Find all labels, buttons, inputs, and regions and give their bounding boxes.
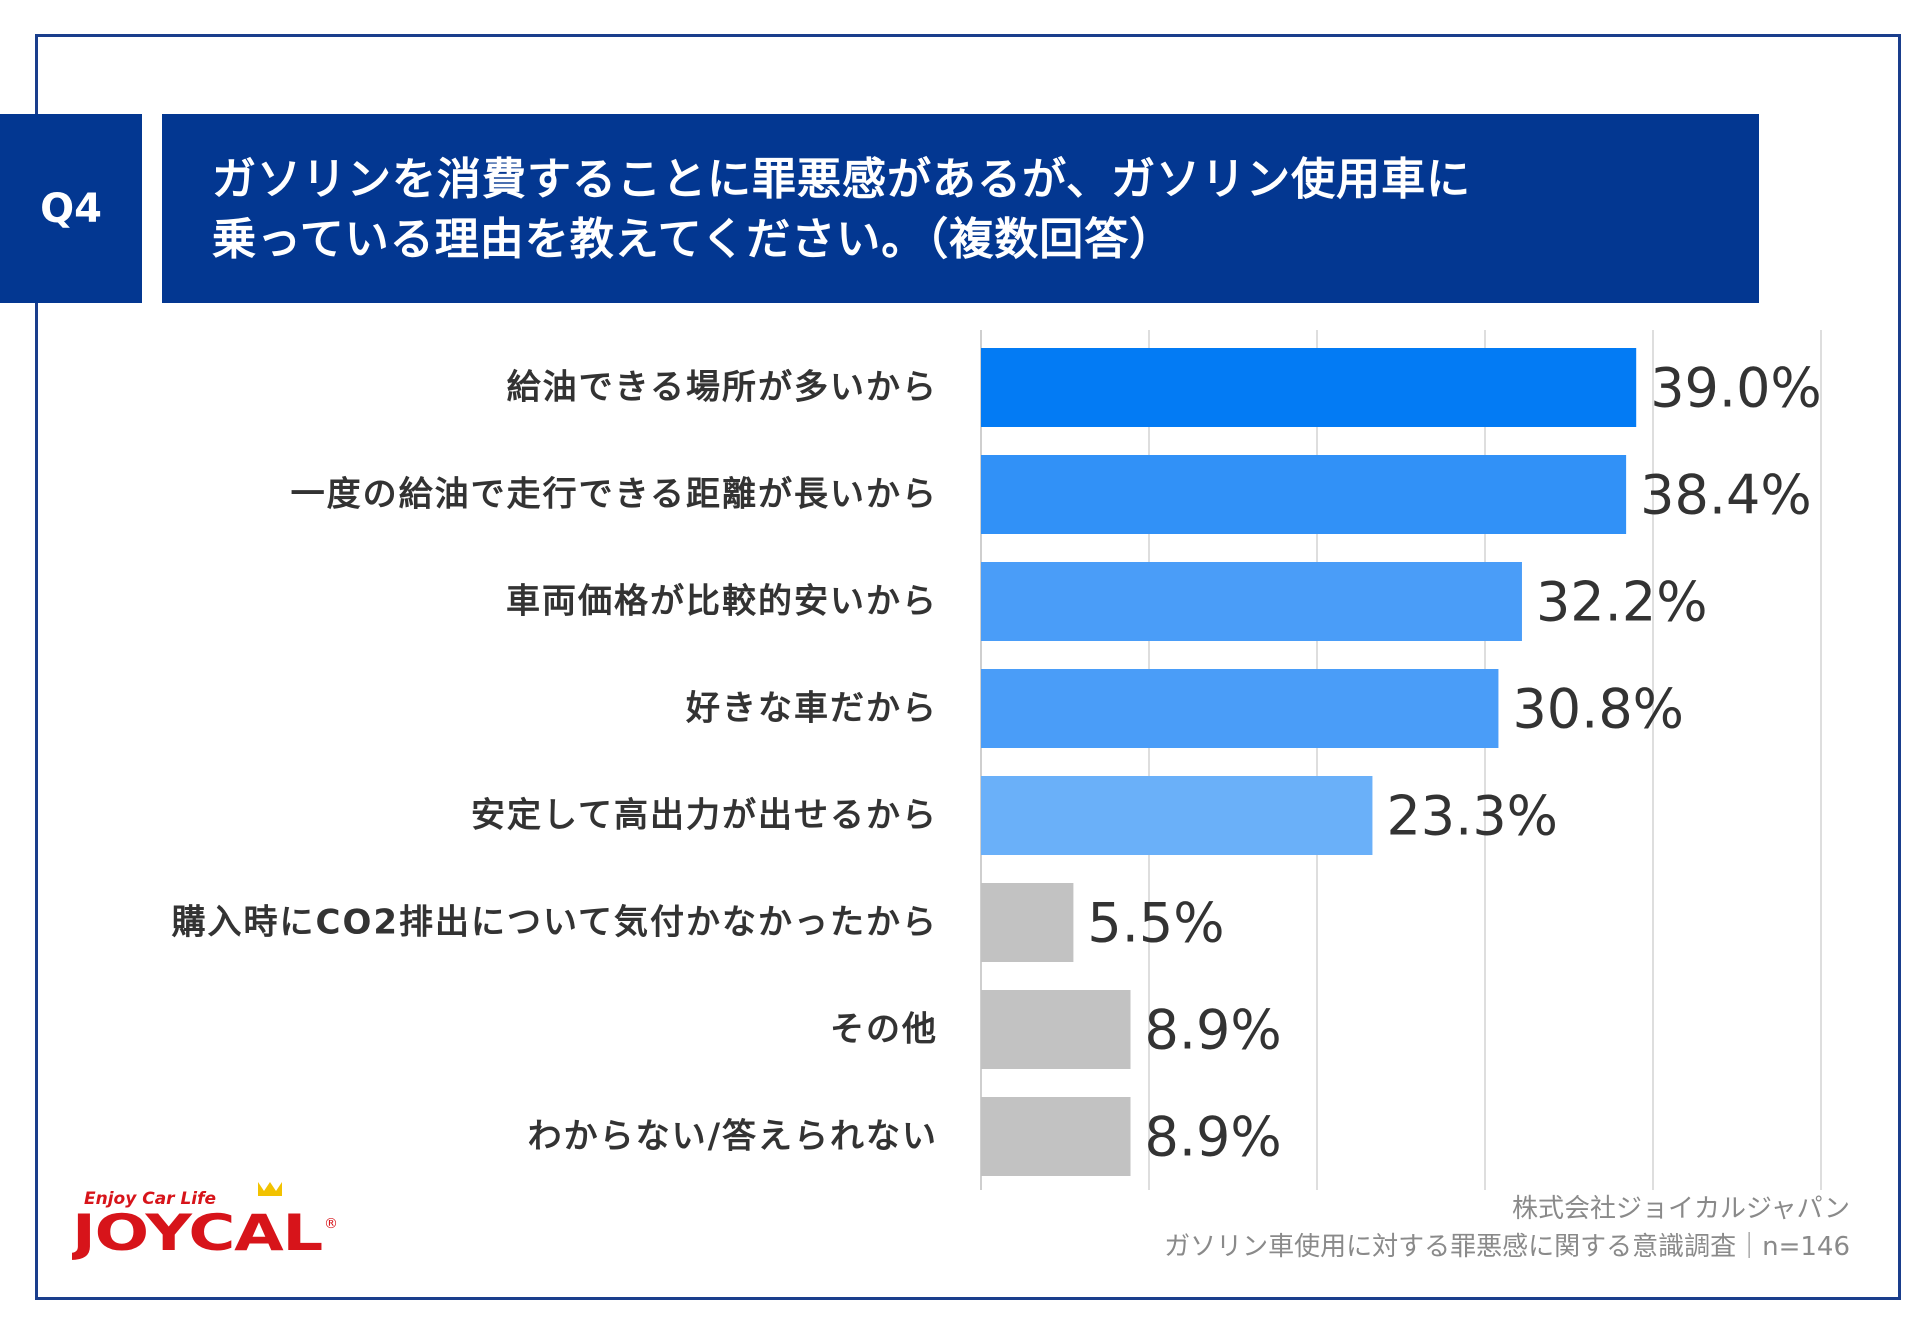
question-title: ガソリンを消費することに罪悪感があるが、ガソリン使用車に 乗っている理由を教えて…	[162, 114, 1759, 303]
question-title-line-1: ガソリンを消費することに罪悪感があるが、ガソリン使用車に	[212, 154, 1472, 205]
bar-5	[981, 776, 1373, 855]
category-label-5: 安定して高出力が出せるから	[471, 796, 938, 836]
category-label-4: 好きな車だから	[685, 689, 938, 729]
bar-2	[981, 455, 1627, 534]
joycal-logo: Enjoy Car Life JOYCAL ®	[72, 1182, 338, 1262]
logo-brand: JOYCAL	[72, 1204, 322, 1262]
bar-1	[981, 348, 1637, 427]
category-label-3: 車両価格が比較的安いから	[506, 582, 938, 622]
bar-4	[981, 669, 1499, 748]
logo-tagline: Enjoy Car Life	[84, 1189, 216, 1209]
value-label-1: 39.0%	[1650, 357, 1822, 420]
question-number: Q4	[40, 185, 102, 232]
bar-7	[981, 990, 1131, 1069]
bar-8	[981, 1097, 1131, 1176]
value-label-3: 32.2%	[1536, 571, 1708, 634]
question-number-badge: Q4	[0, 114, 142, 303]
footer-company: 株式会社ジョイカルジャパン	[1511, 1194, 1850, 1224]
bar-3	[981, 562, 1522, 641]
question-title-line-2: 乗っている理由を教えてください。（複数回答）	[212, 214, 1175, 265]
category-label-8: わからない/答えられない	[528, 1117, 938, 1157]
category-label-7: その他	[830, 1010, 938, 1050]
footer-survey: ガソリン車使用に対する罪悪感に関する意識調査｜n=146	[1164, 1232, 1850, 1262]
crown-icon	[258, 1182, 282, 1196]
category-label-6: 購入時にCO2排出について気付かなかったから	[172, 903, 939, 943]
value-label-7: 8.9%	[1145, 999, 1282, 1062]
slide-frame	[35, 34, 1901, 1300]
value-label-8: 8.9%	[1145, 1106, 1282, 1169]
footer-source: 株式会社ジョイカルジャパン ガソリン車使用に対する罪悪感に関する意識調査｜n=1…	[1164, 1190, 1850, 1266]
value-label-2: 38.4%	[1640, 464, 1812, 527]
category-label-1: 給油できる場所が多いから	[507, 368, 938, 408]
category-label-2: 一度の給油で走行できる距離が長いから	[291, 475, 938, 515]
value-label-5: 23.3%	[1386, 785, 1558, 848]
bar-6	[981, 883, 1074, 962]
logo-registered-mark: ®	[324, 1216, 338, 1232]
value-label-6: 5.5%	[1087, 892, 1224, 955]
value-label-4: 30.8%	[1512, 678, 1684, 741]
